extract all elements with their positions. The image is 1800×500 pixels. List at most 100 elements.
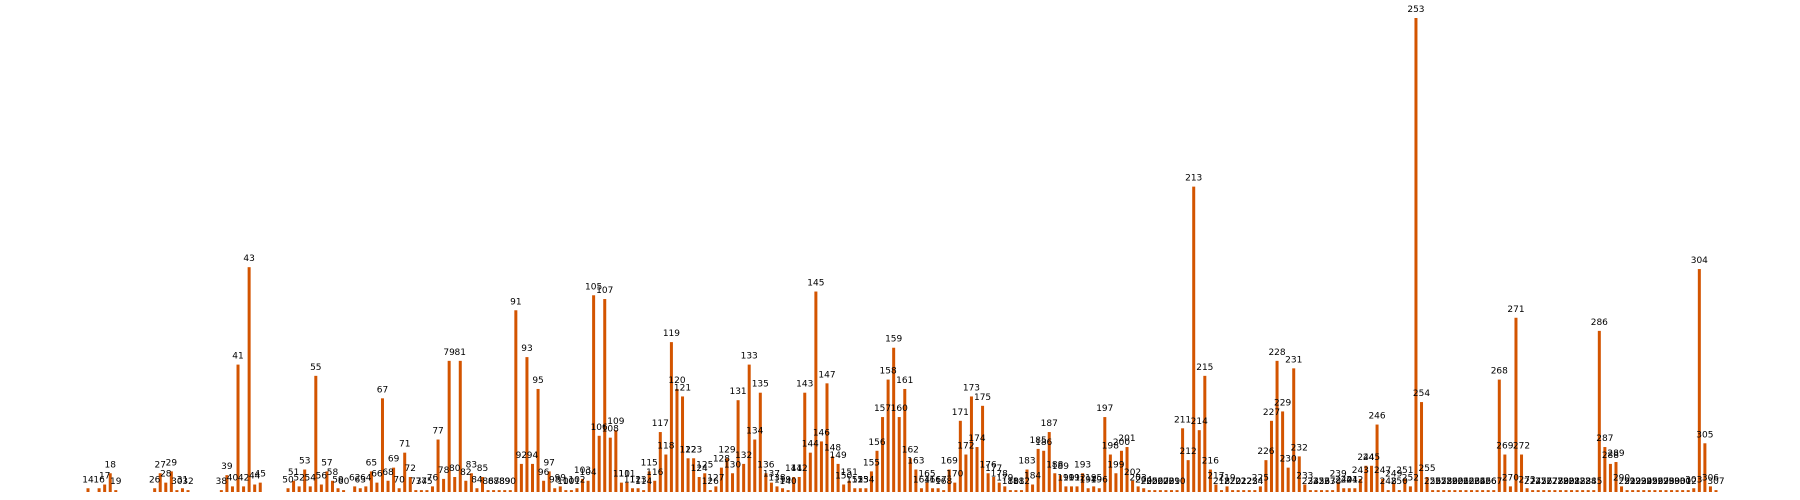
bar-label-305: 305	[1696, 430, 1713, 440]
bar-label-274: 274	[1524, 477, 1541, 487]
bar-215	[1203, 375, 1207, 492]
bar-label-215: 215	[1196, 363, 1213, 373]
bar-label-90: 90	[505, 477, 517, 487]
bar-264	[1475, 490, 1479, 492]
bar-label-103: 103	[574, 466, 591, 476]
bar-296	[1653, 490, 1657, 492]
bar-65	[369, 471, 373, 492]
bar-label-307: 307	[1707, 477, 1724, 487]
bar-label-27: 27	[155, 460, 166, 470]
bar-99	[558, 486, 562, 492]
bar-165	[925, 482, 929, 492]
bar-117	[658, 432, 662, 492]
bar-label-265: 265	[1474, 477, 1491, 487]
bar-238	[1331, 490, 1335, 492]
bar-298	[1664, 490, 1668, 492]
bar-label-120: 120	[668, 376, 685, 386]
bar-179	[1003, 486, 1007, 492]
bar-124	[697, 477, 701, 492]
bar-122	[686, 458, 690, 492]
bar-label-275: 275	[1530, 477, 1547, 487]
bar-label-163: 163	[907, 457, 924, 467]
bar-199	[1114, 473, 1118, 492]
bar-253	[1414, 18, 1418, 492]
bar-173	[969, 396, 973, 492]
bar-label-169: 169	[941, 457, 958, 467]
bar-186	[1042, 450, 1046, 492]
bar-41	[236, 364, 240, 492]
bar-267	[1492, 490, 1496, 492]
bar-label-264: 264	[1468, 477, 1485, 487]
bar-79	[447, 360, 451, 492]
bar-label-180: 180	[1002, 477, 1019, 487]
bar-label-251: 251	[1396, 466, 1413, 476]
bar-label-176: 176	[980, 460, 997, 470]
bar-292	[1631, 490, 1635, 492]
bar-label-127: 127	[707, 473, 724, 483]
bar-207	[1158, 490, 1162, 492]
bar-label-150: 150	[835, 472, 852, 482]
bar-161	[903, 388, 907, 492]
bar-label-54: 54	[305, 473, 317, 483]
bar-label-287: 287	[1596, 434, 1613, 444]
bar-100	[564, 490, 568, 492]
bar-label-283: 283	[1574, 477, 1591, 487]
bar-191	[1069, 486, 1073, 492]
bar-245	[1370, 465, 1374, 492]
bar-label-26: 26	[149, 475, 161, 485]
bar-51	[292, 480, 296, 492]
bar-label-229: 229	[1274, 398, 1291, 408]
bar-115	[647, 471, 651, 492]
bar-label-188: 188	[1046, 460, 1063, 470]
bar-label-86: 86	[482, 477, 494, 487]
bar-18	[108, 473, 112, 492]
bar-label-129: 129	[718, 445, 735, 455]
bar-64	[364, 486, 368, 492]
bar-148	[831, 456, 835, 492]
bar-label-281: 281	[1563, 477, 1580, 487]
bar-263	[1470, 490, 1474, 492]
bar-label-112: 112	[624, 475, 641, 485]
bar-196	[1097, 488, 1101, 492]
bar-label-56: 56	[316, 472, 328, 482]
bar-label-51: 51	[288, 468, 299, 478]
bar-163	[914, 469, 918, 492]
bar-label-151: 151	[841, 468, 858, 478]
bar-289	[1614, 462, 1618, 492]
bar-174	[975, 447, 979, 492]
bar-label-193: 193	[1074, 460, 1091, 470]
bar-label-111: 111	[618, 470, 635, 480]
bar-197	[1103, 417, 1107, 492]
bar-label-109: 109	[607, 417, 624, 427]
bar-139	[781, 488, 785, 492]
bar-label-218: 218	[1213, 477, 1230, 487]
bar-label-181: 181	[1007, 477, 1024, 487]
bar-label-93: 93	[521, 344, 532, 354]
bar-246	[1375, 424, 1379, 492]
bar-label-182: 182	[1013, 477, 1030, 487]
bar-249	[1392, 482, 1396, 492]
bar-label-133: 133	[741, 352, 758, 362]
bar-label-166: 166	[924, 475, 941, 485]
bar-229	[1281, 411, 1285, 492]
bar-label-271: 271	[1507, 305, 1524, 315]
bar-label-155: 155	[863, 458, 880, 468]
bar-label-153: 153	[852, 475, 869, 485]
bar-78	[442, 478, 446, 492]
bar-307	[1714, 490, 1718, 492]
bar-label-248: 248	[1380, 477, 1397, 487]
bar-144	[808, 452, 812, 492]
bar-label-16: 16	[93, 475, 105, 485]
bar-label-197: 197	[1096, 404, 1113, 414]
bar-31	[180, 488, 184, 492]
bar-39	[225, 475, 229, 492]
bar-63	[358, 488, 362, 492]
bar-label-222: 222	[1235, 477, 1252, 487]
bar-label-73: 73	[410, 477, 421, 487]
bar-257	[1436, 490, 1440, 492]
bar-label-247: 247	[1374, 466, 1391, 476]
bar-73	[414, 490, 418, 492]
bar-label-272: 272	[1513, 442, 1530, 452]
bar-131	[736, 400, 740, 492]
bar-171	[958, 420, 962, 492]
